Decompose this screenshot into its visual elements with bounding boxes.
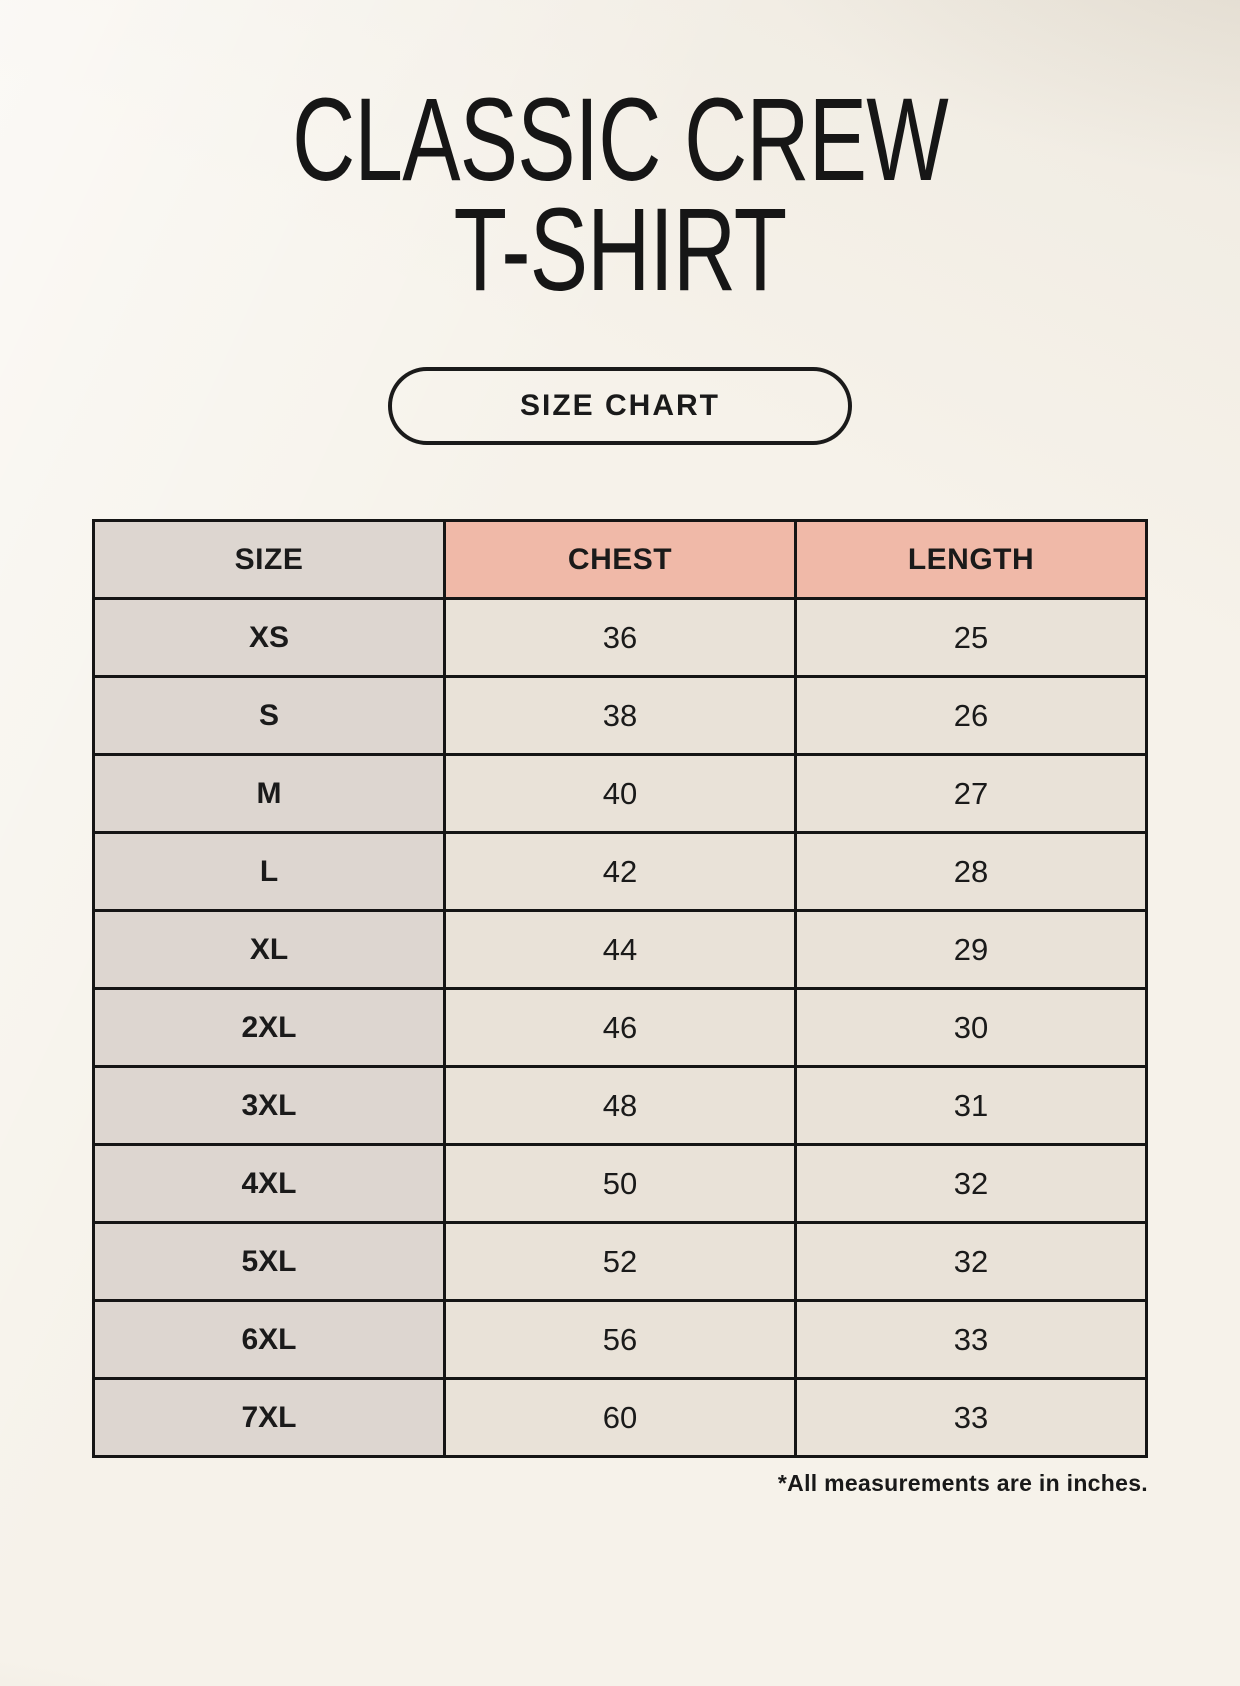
- length-cell: 32: [794, 1221, 1148, 1303]
- table-row: XL 44 29: [92, 909, 1148, 991]
- table-row: M 40 27: [92, 753, 1148, 835]
- table-row: 5XL 52 32: [92, 1221, 1148, 1303]
- length-cell: 27: [794, 753, 1148, 835]
- size-cell: XS: [92, 597, 446, 679]
- length-cell: 30: [794, 987, 1148, 1069]
- size-chart-page: CLASSIC CREW T-SHIRT SIZE CHART SIZE CHE…: [0, 74, 1240, 1686]
- size-cell: 3XL: [92, 1065, 446, 1147]
- size-cell: 6XL: [92, 1299, 446, 1381]
- chest-cell: 46: [443, 987, 797, 1069]
- length-cell: 33: [794, 1299, 1148, 1381]
- page-title-line1: CLASSIC CREW: [292, 74, 949, 206]
- table-row: 4XL 50 32: [92, 1143, 1148, 1225]
- table-row: L 42 28: [92, 831, 1148, 913]
- chest-cell: 50: [443, 1143, 797, 1225]
- chest-cell: 44: [443, 909, 797, 991]
- size-table-header: SIZE CHEST LENGTH: [92, 519, 1148, 601]
- size-cell: L: [92, 831, 446, 913]
- size-table-body: XS 36 25 S 38 26 M 40 27 L 42 28 XL 44 29 2XL 46 30 3XL 48 3…: [92, 597, 1148, 1459]
- chest-cell: 36: [443, 597, 797, 679]
- table-header-row: SIZE CHEST LENGTH: [92, 519, 1148, 601]
- page-background: { "header": { "title_line1": "CLASSIC CR…: [0, 74, 1240, 1686]
- length-cell: 25: [794, 597, 1148, 679]
- size-chart-button-label: SIZE CHART: [520, 389, 720, 423]
- size-cell: 4XL: [92, 1143, 446, 1225]
- chest-cell: 56: [443, 1299, 797, 1381]
- size-cell: M: [92, 753, 446, 835]
- chest-cell: 48: [443, 1065, 797, 1147]
- size-chart-button[interactable]: SIZE CHART: [388, 367, 852, 446]
- measurements-footnote: *All measurements are in inches.: [777, 1470, 1148, 1497]
- chest-cell: 60: [443, 1377, 797, 1459]
- table-row: 6XL 56 33: [92, 1299, 1148, 1381]
- column-header-chest: CHEST: [443, 519, 797, 601]
- size-cell: S: [92, 675, 446, 757]
- size-cell: 2XL: [92, 987, 446, 1069]
- page-title: CLASSIC CREW T-SHIRT: [161, 74, 1079, 316]
- length-cell: 32: [794, 1143, 1148, 1225]
- table-row: 7XL 60 33: [92, 1377, 1148, 1459]
- length-cell: 33: [794, 1377, 1148, 1459]
- chest-cell: 52: [443, 1221, 797, 1303]
- table-row: 2XL 46 30: [92, 987, 1148, 1069]
- table-row: S 38 26: [92, 675, 1148, 757]
- page-title-line2: T-SHIRT: [453, 183, 788, 316]
- table-row: 3XL 48 31: [92, 1065, 1148, 1147]
- size-cell: 5XL: [92, 1221, 446, 1303]
- size-cell: 7XL: [92, 1377, 446, 1459]
- length-cell: 31: [794, 1065, 1148, 1147]
- length-cell: 28: [794, 831, 1148, 913]
- chest-cell: 42: [443, 831, 797, 913]
- column-header-length: LENGTH: [794, 519, 1148, 601]
- length-cell: 26: [794, 675, 1148, 757]
- size-chart-table: SIZE CHEST LENGTH XS 36 25 S 38 26 M 40 27 L 42 28 X…: [92, 519, 1148, 1459]
- chest-cell: 38: [443, 675, 797, 757]
- chest-cell: 40: [443, 753, 797, 835]
- length-cell: 29: [794, 909, 1148, 991]
- column-header-size: SIZE: [92, 519, 446, 601]
- table-row: XS 36 25: [92, 597, 1148, 679]
- size-cell: XL: [92, 909, 446, 991]
